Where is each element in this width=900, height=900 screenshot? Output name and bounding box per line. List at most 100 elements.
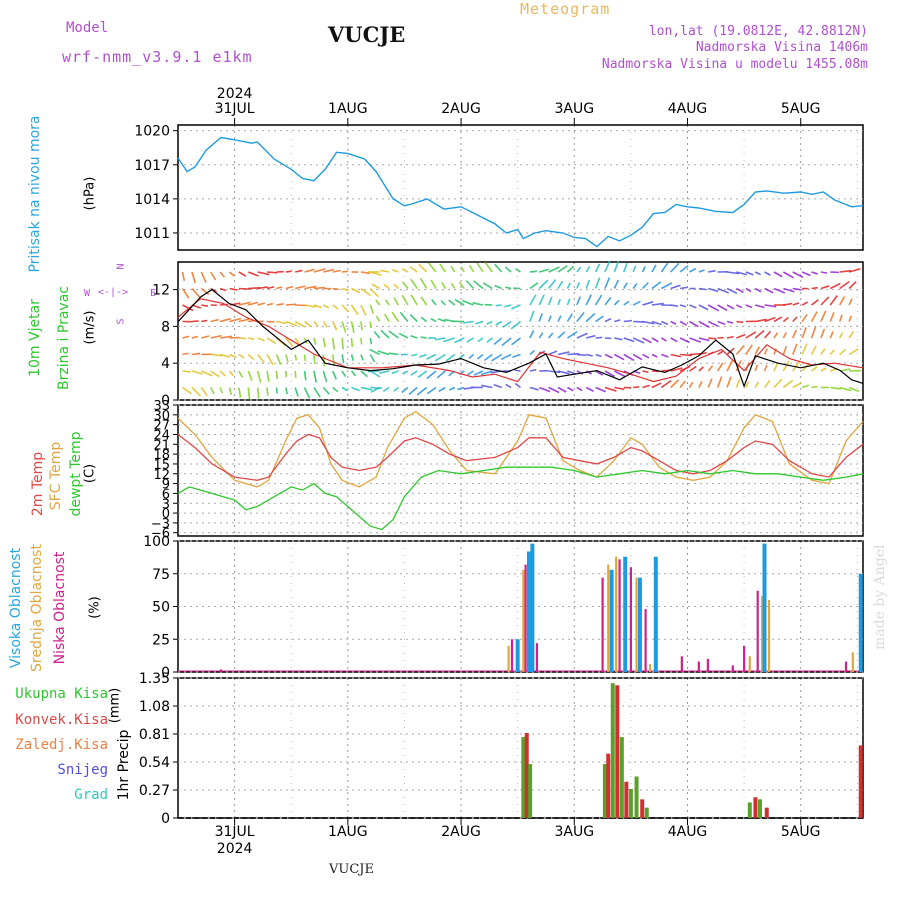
cloud-bar [761, 596, 764, 672]
wind-arrow [604, 353, 613, 359]
wind-arrow [688, 381, 694, 388]
wind-arrow [735, 378, 741, 388]
wind-arrow [642, 353, 650, 359]
wind-arrow [632, 283, 638, 289]
wind-arrow [782, 346, 788, 355]
wind-arrow [409, 266, 418, 273]
pressure-line [177, 136, 864, 248]
wind-arrow [679, 337, 690, 344]
wind-arrow [360, 271, 371, 275]
wind-arrow [660, 262, 669, 273]
wind-arrow [445, 353, 456, 362]
wind-arrow [266, 370, 270, 382]
wind-arrow [585, 279, 591, 289]
wind-arrow [820, 285, 830, 290]
wind-arrow [641, 266, 646, 273]
cloud-bar [731, 665, 734, 672]
wind-arrow [623, 262, 628, 273]
wind-arrow [285, 320, 298, 327]
wind-arrow [228, 370, 234, 377]
wind-arrow [462, 320, 474, 324]
wind-arrow [294, 370, 297, 378]
wind-arrow [515, 268, 521, 273]
wind-arrow [473, 370, 484, 376]
wind-arrow [848, 348, 859, 356]
wind-arrow [801, 271, 811, 277]
y-tick-label-0: 1020 [134, 124, 170, 140]
wind-arrow [623, 300, 630, 306]
wind-arrow [670, 284, 681, 290]
wind-arrow [680, 353, 693, 357]
y-tick-label-3: 0 [161, 665, 170, 681]
wind-arrow [303, 337, 308, 344]
wind-arrow [482, 282, 493, 290]
wind-arrow [350, 370, 357, 377]
wind-arrow [332, 386, 339, 393]
cloud-bar [748, 656, 751, 672]
wind-arrow [411, 353, 418, 357]
y-tick-label-2: 24 [153, 428, 170, 443]
wind-arrow [504, 266, 512, 273]
model-altitude-label: Nadmorska Visina u modelu 1455.08m [601, 57, 868, 72]
wind-arrow [238, 301, 251, 306]
cloud-bar [743, 645, 746, 672]
wind-arrow [689, 337, 702, 343]
wind-arrow [313, 286, 325, 290]
wind-arrow [434, 337, 446, 341]
wind-arrow [295, 285, 306, 290]
lonlat-label: lon,lat (19.0812E, 42.8812N) [648, 24, 868, 39]
wind-arrow [604, 261, 611, 273]
wind-arrow [439, 263, 447, 273]
wind-arrow [460, 266, 465, 273]
y-tick-label-2: 12 [153, 468, 170, 483]
wind-arrow [182, 370, 191, 373]
cloud-bar [635, 577, 638, 672]
wind-arrow [304, 285, 317, 290]
wind-arrow [391, 370, 399, 375]
wind-arrow [539, 268, 550, 273]
wind-arrow [585, 312, 596, 323]
wind-arrow [651, 337, 659, 343]
wind-arrow [257, 271, 270, 276]
wind-arrow [229, 317, 242, 323]
wind-arrow [402, 370, 409, 375]
wind-arrow [783, 287, 795, 293]
wind-arrow [332, 269, 341, 273]
wind-arrow [764, 316, 776, 323]
wind-arrow [614, 319, 621, 323]
legend-zaledj-kisa: Zaledj.Kisa [15, 737, 108, 753]
wind-arrow [745, 381, 750, 388]
wind-arrow [613, 260, 620, 273]
wind-arrow [726, 271, 740, 275]
wind-arrow [454, 298, 465, 306]
wind-arrow [698, 320, 710, 328]
wind-arrow [829, 349, 835, 356]
wind-arrow [351, 386, 360, 392]
wind-arrow [500, 353, 512, 361]
wind-arrow [642, 320, 655, 325]
wind-arrow [350, 354, 355, 361]
wind-arrow [708, 337, 717, 340]
wind-arrow [604, 277, 611, 289]
cloud-bar [637, 577, 642, 672]
wind-arrow [716, 362, 724, 372]
wind-arrow [238, 387, 242, 398]
wind-arrow [426, 370, 437, 380]
y-tick-label-2: 27 [153, 419, 170, 434]
wind-arrow [285, 303, 297, 306]
wind-arrow [811, 385, 818, 389]
wind-arrow [745, 271, 754, 276]
time-label-bottom: 3AUG [554, 824, 594, 840]
wind-arrow [707, 304, 720, 312]
wind-gust-line [177, 298, 864, 383]
wind-arrow [266, 302, 274, 306]
wind-arrow [219, 335, 233, 339]
compass-e: E [150, 288, 157, 299]
wind-arrow [848, 315, 852, 322]
wind-arrow [707, 378, 713, 388]
wind-arrow [454, 337, 465, 344]
wind-arrow [476, 353, 484, 360]
wind-arrow [566, 282, 571, 289]
precip-bar [615, 685, 620, 818]
wind-arrow [557, 265, 568, 273]
